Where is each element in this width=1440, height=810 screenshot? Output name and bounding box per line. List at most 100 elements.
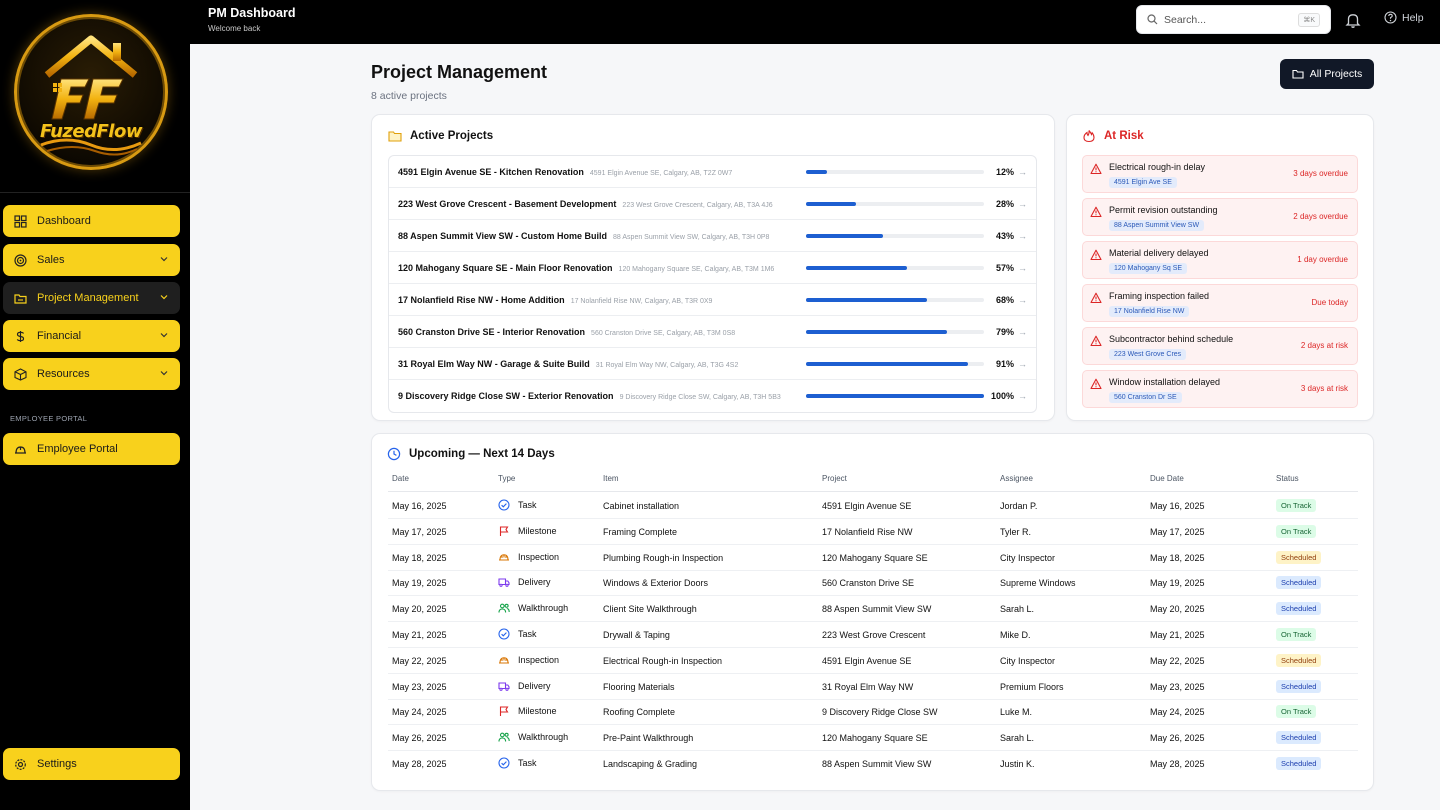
- table-row[interactable]: May 16, 2025 Task Cabinet installation 4591…: [388, 493, 1358, 519]
- cell-project: 120 Mahogany Square SE: [822, 552, 928, 563]
- top-bar: PM Dashboard Welcome back ⌘K Help: [190, 0, 1440, 44]
- alert-triangle-icon: [1090, 378, 1102, 390]
- table-row[interactable]: May 19, 2025 Delivery Windows & Exterior D…: [388, 570, 1358, 597]
- table-row[interactable]: May 18, 2025 Inspection Plumbing Rough-in …: [388, 545, 1358, 571]
- cell-item: Framing Complete: [603, 526, 678, 537]
- truck-icon: [498, 576, 510, 588]
- brand-logo[interactable]: FuzedFlow: [14, 14, 168, 170]
- alert-triangle-icon: [1090, 335, 1102, 347]
- at-risk-header: At Risk: [1082, 129, 1144, 143]
- progress-percent: 28%: [995, 199, 1014, 209]
- cell-date: May 20, 2025: [392, 604, 447, 615]
- cell-type-label: Walkthrough: [518, 603, 569, 614]
- help-circle-icon: [1384, 11, 1397, 24]
- at-risk-item[interactable]: Framing inspection failed 17 Nolanfield R…: [1082, 284, 1358, 322]
- status-badge: Scheduled: [1276, 679, 1322, 693]
- upcoming-title: Upcoming — Next 14 Days: [409, 448, 555, 460]
- sidebar-item-employee-portal[interactable]: Employee Portal: [3, 433, 180, 465]
- project-list: 4591 Elgin Avenue SE - Kitchen Renovatio…: [388, 155, 1037, 413]
- at-risk-item[interactable]: Material delivery delayed 120 Mahogany Sq…: [1082, 241, 1358, 279]
- cell-assignee: Luke M.: [1000, 707, 1033, 718]
- table-row[interactable]: May 22, 2025 Inspection Electrical Rough-i…: [388, 648, 1358, 674]
- search-shortcut-badge: ⌘K: [1298, 13, 1320, 27]
- upcoming-header: Upcoming — Next 14 Days: [387, 447, 555, 461]
- topbar-subtitle: Welcome back: [208, 24, 261, 33]
- column-header-date: Date: [392, 474, 409, 483]
- progress-fill: [806, 202, 856, 206]
- progress-fill: [806, 298, 928, 302]
- at-risk-title-text: Window installation delayed: [1109, 377, 1221, 387]
- cell-due-date: May 19, 2025: [1150, 578, 1205, 589]
- at-risk-item[interactable]: Subcontractor behind schedule 223 West Gr…: [1082, 327, 1358, 365]
- project-row[interactable]: 4591 Elgin Avenue SE - Kitchen Renovatio…: [389, 156, 1036, 188]
- cell-type-label: Task: [518, 629, 537, 639]
- project-row[interactable]: 17 Nolanfield Rise NW - Home Addition 17 …: [389, 284, 1036, 316]
- search-box[interactable]: ⌘K: [1136, 5, 1331, 34]
- sidebar-item-label: Project Management: [37, 292, 139, 304]
- cell-date: May 21, 2025: [392, 630, 447, 640]
- project-row[interactable]: 560 Cranston Drive SE - Interior Renovat…: [389, 316, 1036, 348]
- sidebar-item-resources[interactable]: Resources: [3, 358, 180, 390]
- hardhat-icon: [13, 442, 27, 456]
- at-risk-item[interactable]: Electrical rough-in delay 4591 Elgin Ave …: [1082, 155, 1358, 193]
- project-title: 4591 Elgin Avenue SE - Kitchen Renovatio…: [398, 167, 584, 177]
- folder-icon: [1292, 69, 1304, 79]
- progress-percent: 91%: [995, 359, 1014, 369]
- cell-assignee: Justin K.: [1000, 759, 1035, 769]
- grid-icon: [13, 214, 27, 228]
- cell-due-date: May 23, 2025: [1150, 681, 1205, 692]
- search-input[interactable]: [1164, 13, 1292, 26]
- flame-icon: [1083, 130, 1095, 143]
- table-row[interactable]: May 17, 2025 Milestone Framing Complete 17 …: [388, 519, 1358, 545]
- sidebar-item-dashboard[interactable]: Dashboard: [3, 205, 180, 237]
- cell-item: Client Site Walkthrough: [603, 604, 697, 615]
- sidebar-item-sales[interactable]: Sales: [3, 244, 180, 276]
- progress-bar: [806, 394, 984, 398]
- cell-type-label: Delivery: [518, 577, 551, 588]
- arrow-right-icon: →: [1018, 199, 1027, 209]
- column-header-assignee: Assignee: [1000, 474, 1033, 483]
- table-row[interactable]: May 23, 2025 Delivery Flooring Materials 31…: [388, 674, 1358, 700]
- sidebar-item-financial[interactable]: Financial: [3, 320, 180, 352]
- table-row[interactable]: May 24, 2025 Milestone Roofing Complete 9 D…: [388, 699, 1358, 726]
- table-row[interactable]: May 28, 2025 Task Landscaping & Grading 88 …: [388, 751, 1358, 777]
- cell-type: Walkthrough: [498, 602, 568, 614]
- page-title: Project Management: [371, 62, 548, 82]
- at-risk-item[interactable]: Window installation delayed 560 Cranston …: [1082, 370, 1358, 408]
- cell-item: Drywall & Taping: [603, 630, 670, 640]
- table-row[interactable]: May 21, 2025 Task Drywall & Taping 223 West…: [388, 622, 1358, 648]
- at-risk-project-tag: 560 Cranston Dr SE: [1109, 392, 1182, 403]
- project-row[interactable]: 31 Royal Elm Way NW - Garage & Suite Bui…: [389, 348, 1036, 380]
- folder-icon: [13, 291, 27, 305]
- cell-item: Electrical Rough-in Inspection: [603, 655, 723, 666]
- target-icon: [13, 253, 27, 267]
- clock-icon: [387, 447, 401, 461]
- sidebar-item-settings[interactable]: Settings: [3, 748, 180, 780]
- help-link[interactable]: Help: [1384, 11, 1424, 24]
- project-row[interactable]: 88 Aspen Summit View SW - Custom Home Bu…: [389, 220, 1036, 252]
- cell-type: Milestone: [498, 705, 557, 717]
- cell-type: Walkthrough: [498, 731, 568, 743]
- cell-date: May 22, 2025: [392, 655, 447, 666]
- logo-emblem-icon: [40, 35, 142, 156]
- sidebar-item-project-management[interactable]: Project Management: [3, 282, 180, 314]
- table-row[interactable]: May 26, 2025 Walkthrough Pre-Paint Walkthr…: [388, 725, 1358, 752]
- bell-icon[interactable]: [1344, 11, 1362, 29]
- project-row[interactable]: 9 Discovery Ridge Close SW - Exterior Re…: [389, 380, 1036, 412]
- cell-due-date: May 17, 2025: [1150, 526, 1205, 537]
- table-row[interactable]: May 20, 2025 Walkthrough Client Site Walkt…: [388, 596, 1358, 623]
- cell-date: May 18, 2025: [392, 552, 447, 563]
- progress-fill: [806, 362, 968, 366]
- arrow-right-icon: →: [1018, 231, 1027, 241]
- at-risk-title-text: Permit revision outstanding: [1109, 205, 1218, 215]
- all-projects-button[interactable]: All Projects: [1280, 59, 1374, 89]
- gear-icon: [13, 757, 27, 771]
- progress-fill: [806, 330, 947, 334]
- cell-assignee: Tyler R.: [1000, 526, 1032, 537]
- project-address: 31 Royal Elm Way NW, Calgary, AB, T3G 4S…: [595, 362, 739, 369]
- users-icon: [498, 602, 510, 614]
- at-risk-item[interactable]: Permit revision outstanding 88 Aspen Summ…: [1082, 198, 1358, 236]
- project-row[interactable]: 223 West Grove Crescent - Basement Devel…: [389, 188, 1036, 220]
- project-row[interactable]: 120 Mahogany Square SE - Main Floor Reno…: [389, 252, 1036, 284]
- progress-percent: 79%: [995, 327, 1014, 337]
